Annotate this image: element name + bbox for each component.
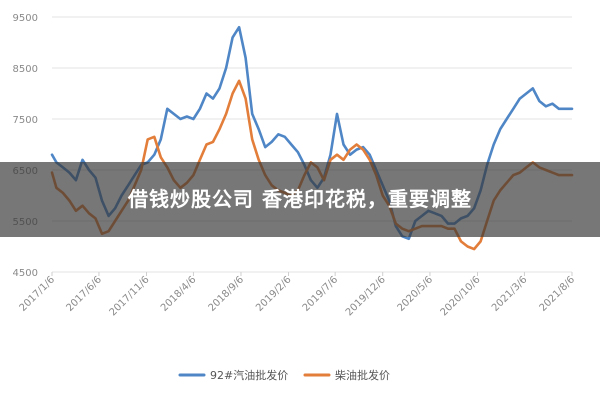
legend-label: 柴油批发价: [335, 368, 390, 382]
x-tick-label: 2019/12/6: [344, 274, 388, 318]
legend: 92#汽油批发价 柴油批发价: [178, 368, 390, 382]
y-axis-tick-labels: 450055006500750085009500: [13, 13, 38, 279]
y-tick-label: 8500: [13, 64, 38, 75]
x-axis-tick-labels: 2017/1/6 2017/6/6 2017/11/6 2018/4/6 2018/9/…: [18, 272, 578, 318]
headline-text: 借钱炒股公司 香港印花税，重要调整: [128, 187, 472, 211]
y-tick-label: 7500: [13, 115, 38, 126]
headline-banner: 借钱炒股公司 香港印花税，重要调整: [0, 162, 600, 237]
x-tick-label: 2017/1/6: [18, 274, 58, 314]
x-tick-label: 2021/8/6: [538, 274, 578, 314]
x-tick-label: 2020/5/6: [396, 274, 436, 314]
x-tick-label: 2018/9/6: [207, 274, 247, 314]
x-tick-label: 2021/3/6: [490, 274, 530, 314]
y-tick-label: 9500: [13, 13, 38, 24]
x-tick-label: 2020/10/6: [439, 274, 483, 318]
x-tick-label: 2017/11/6: [108, 274, 152, 318]
x-tick-label: 2019/2/6: [254, 274, 294, 314]
y-tick-label: 4500: [13, 268, 38, 279]
x-tick-label: 2017/6/6: [65, 274, 105, 314]
x-tick-label: 2019/7/6: [301, 274, 341, 314]
x-tick-label: 2018/4/6: [159, 274, 199, 314]
legend-label: 92#汽油批发价: [210, 368, 288, 382]
